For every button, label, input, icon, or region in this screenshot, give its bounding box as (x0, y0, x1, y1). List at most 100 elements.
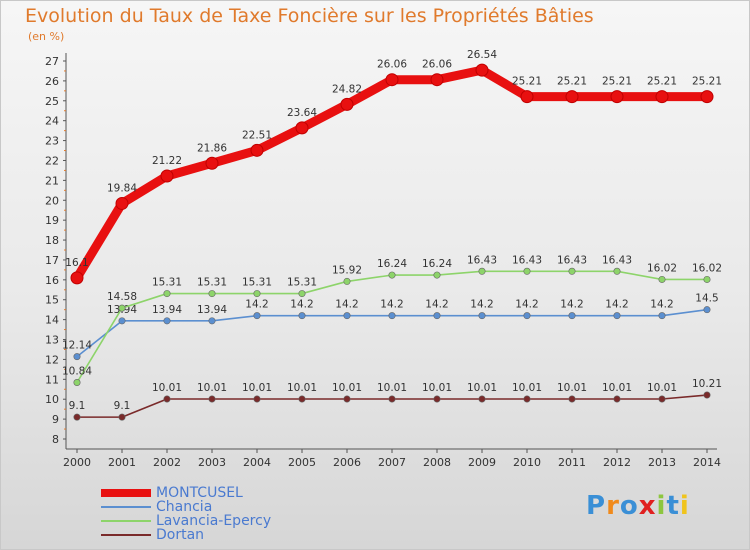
data-label: 16.02 (692, 262, 722, 274)
x-tick-label: 2006 (333, 456, 361, 469)
data-label: 10.01 (512, 382, 542, 394)
legend-item-montcusel: MONTCUSEL (101, 486, 271, 500)
data-point (700, 90, 714, 104)
data-point (163, 290, 171, 298)
y-tick-label: 14 (45, 314, 59, 327)
data-label: 24.82 (332, 83, 362, 95)
x-tick-label: 2000 (63, 456, 91, 469)
data-point (250, 143, 264, 157)
data-label: 26.54 (467, 49, 497, 61)
data-point (610, 90, 624, 104)
y-tick-label: 17 (45, 254, 59, 267)
data-point (73, 353, 81, 361)
data-point (655, 90, 669, 104)
y-tick-label: 11 (45, 373, 59, 386)
legend-label-lavancia-epercy: Lavancia-Epercy (156, 513, 272, 529)
data-label: 10.21 (692, 378, 722, 390)
data-point (520, 90, 534, 104)
data-label: 14.2 (245, 299, 268, 311)
logo-letter: t (666, 491, 680, 521)
legend-swatch-dortan (101, 534, 151, 536)
data-label: 14.2 (470, 299, 493, 311)
logo-letter: i (656, 491, 667, 521)
x-tick-label: 2014 (693, 456, 721, 469)
data-point (253, 290, 261, 298)
data-point (163, 395, 171, 403)
data-point (115, 196, 129, 210)
data-label: 25.21 (692, 76, 722, 88)
data-point (205, 156, 219, 170)
data-label: 10.01 (467, 382, 497, 394)
data-point (343, 312, 351, 320)
data-label: 14.2 (560, 299, 583, 311)
data-point (568, 267, 576, 275)
data-point (658, 395, 666, 403)
data-label: 16.43 (467, 254, 497, 266)
data-label: 9.1 (114, 400, 131, 412)
data-point (340, 97, 354, 111)
data-label: 16.24 (422, 258, 452, 270)
data-label: 23.64 (287, 107, 317, 119)
y-tick-label: 9 (52, 413, 59, 426)
data-point (658, 275, 666, 283)
data-label: 22.51 (242, 129, 272, 141)
data-label: 14.58 (107, 291, 137, 303)
data-label: 21.86 (197, 142, 227, 154)
data-label: 10.01 (557, 382, 587, 394)
y-tick-label: 25 (45, 95, 59, 108)
proxiti-logo: Proxiti (586, 491, 690, 521)
logo-letter: P (586, 491, 607, 521)
y-tick-label: 15 (45, 294, 59, 307)
data-label: 10.01 (647, 382, 677, 394)
chart-title: Evolution du Taux de Taxe Foncière sur l… (25, 5, 594, 27)
data-point (253, 312, 261, 320)
x-tick-label: 2005 (288, 456, 316, 469)
data-label: 25.21 (602, 76, 632, 88)
data-point (343, 395, 351, 403)
x-tick-label: 2009 (468, 456, 496, 469)
data-point (433, 312, 441, 320)
data-label: 26.06 (377, 59, 407, 71)
data-point (208, 395, 216, 403)
legend-label-dortan: Dortan (156, 527, 205, 543)
data-label: 14.2 (290, 299, 313, 311)
data-point (163, 317, 171, 325)
x-tick-label: 2003 (198, 456, 226, 469)
data-label: 16.43 (557, 254, 587, 266)
data-point (703, 275, 711, 283)
x-tick-label: 2004 (243, 456, 271, 469)
y-tick-label: 27 (45, 55, 59, 68)
data-point (523, 312, 531, 320)
x-tick-label: 2002 (153, 456, 181, 469)
data-point (295, 121, 309, 135)
y-tick-label: 22 (45, 154, 59, 167)
data-label: 10.01 (152, 382, 182, 394)
data-label: 10.84 (62, 365, 92, 377)
data-label: 15.31 (152, 277, 182, 289)
legend-item-lavancia-epercy: Lavancia-Epercy (101, 514, 271, 528)
data-point (613, 395, 621, 403)
legend-swatch-lavancia-epercy (101, 520, 151, 522)
data-label: 14.2 (515, 299, 538, 311)
data-point (568, 395, 576, 403)
y-tick-label: 16 (45, 274, 59, 287)
legend-label-chancia: Chancia (156, 499, 213, 515)
data-label: 10.01 (422, 382, 452, 394)
data-point (298, 312, 306, 320)
data-point (478, 395, 486, 403)
x-tick-label: 2008 (423, 456, 451, 469)
data-point (565, 90, 579, 104)
data-point (703, 391, 711, 399)
data-point (118, 317, 126, 325)
data-label: 9.1 (69, 400, 86, 412)
data-label: 14.2 (380, 299, 403, 311)
data-point (298, 290, 306, 298)
data-label: 14.2 (650, 299, 673, 311)
legend-swatch-montcusel (101, 489, 151, 497)
logo-letter: r (606, 491, 620, 521)
data-label: 16.43 (602, 254, 632, 266)
data-point (343, 277, 351, 285)
logo-letter: o (619, 491, 639, 521)
data-label: 16.24 (377, 258, 407, 270)
legend-label-montcusel: MONTCUSEL (156, 485, 243, 501)
